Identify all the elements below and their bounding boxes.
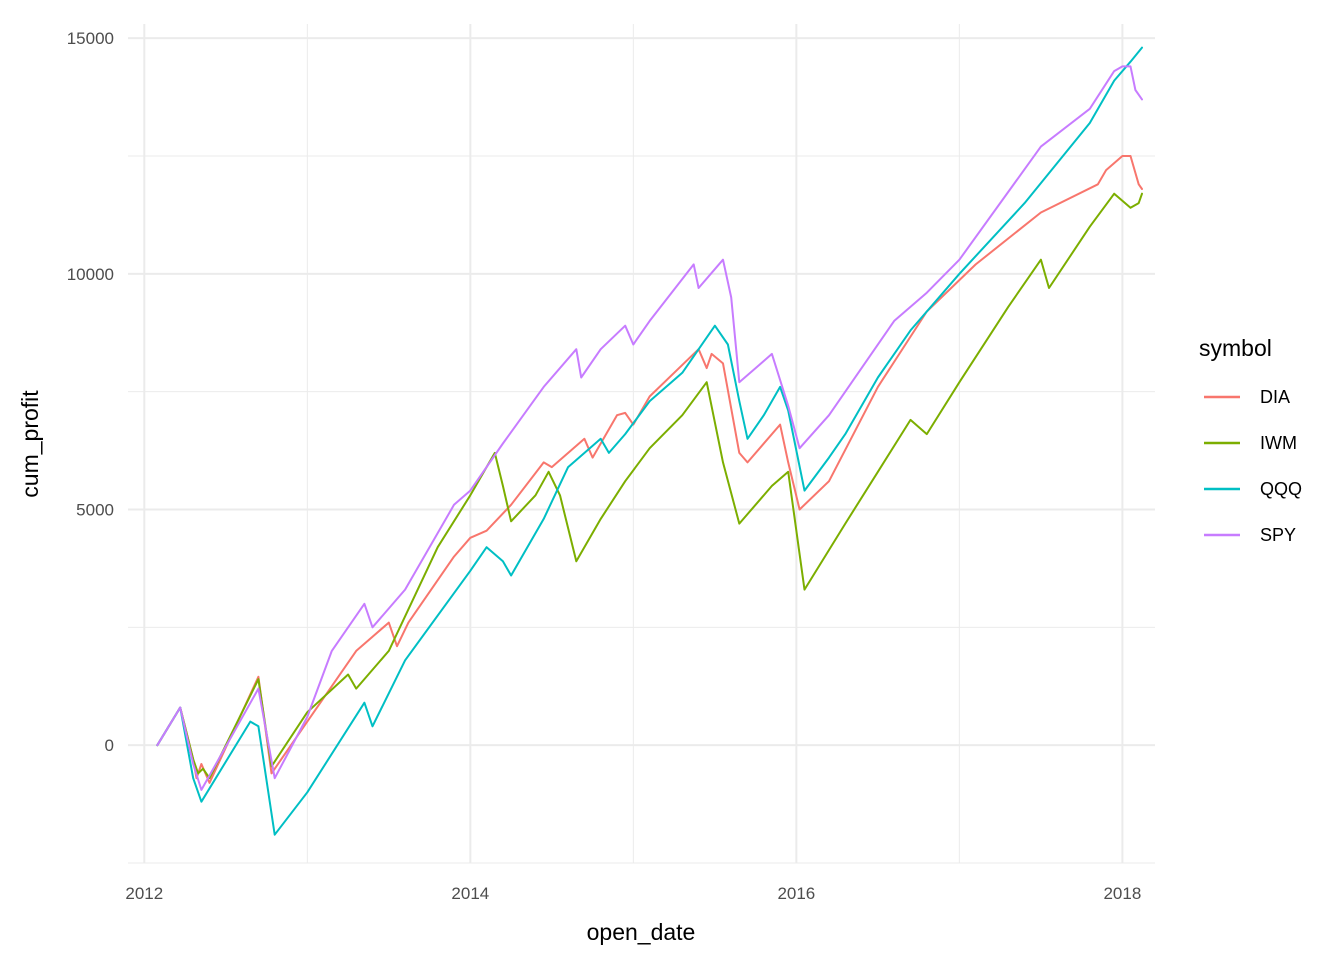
legend-title: symbol — [1199, 335, 1272, 361]
series-line-dia — [156, 155, 1143, 784]
y-axis-title: cum_profit — [17, 390, 43, 498]
y-axis-tick-labels: 0 5000 10000 15000 — [67, 29, 114, 755]
series-lines — [156, 46, 1143, 836]
grid — [128, 24, 1155, 864]
legend: symbol DIA IWM QQQ SPY — [1199, 335, 1302, 545]
series-line-iwm — [156, 192, 1143, 780]
legend-label-dia: DIA — [1260, 387, 1290, 407]
legend-label-qqq: QQQ — [1260, 479, 1302, 499]
x-tick-label: 2014 — [451, 884, 489, 903]
x-axis-tick-labels: 2012 2014 2016 2018 — [125, 884, 1141, 903]
series-line-spy — [156, 65, 1143, 791]
x-tick-label: 2018 — [1103, 884, 1141, 903]
x-tick-label: 2016 — [777, 884, 815, 903]
x-axis-title: open_date — [587, 919, 696, 945]
y-tick-label: 0 — [105, 736, 114, 755]
y-tick-label: 5000 — [76, 500, 114, 519]
y-tick-label: 10000 — [67, 265, 114, 284]
series-line-qqq — [156, 46, 1143, 836]
y-tick-label: 15000 — [67, 29, 114, 48]
x-tick-label: 2012 — [125, 884, 163, 903]
legend-label-iwm: IWM — [1260, 433, 1297, 453]
legend-label-spy: SPY — [1260, 525, 1296, 545]
